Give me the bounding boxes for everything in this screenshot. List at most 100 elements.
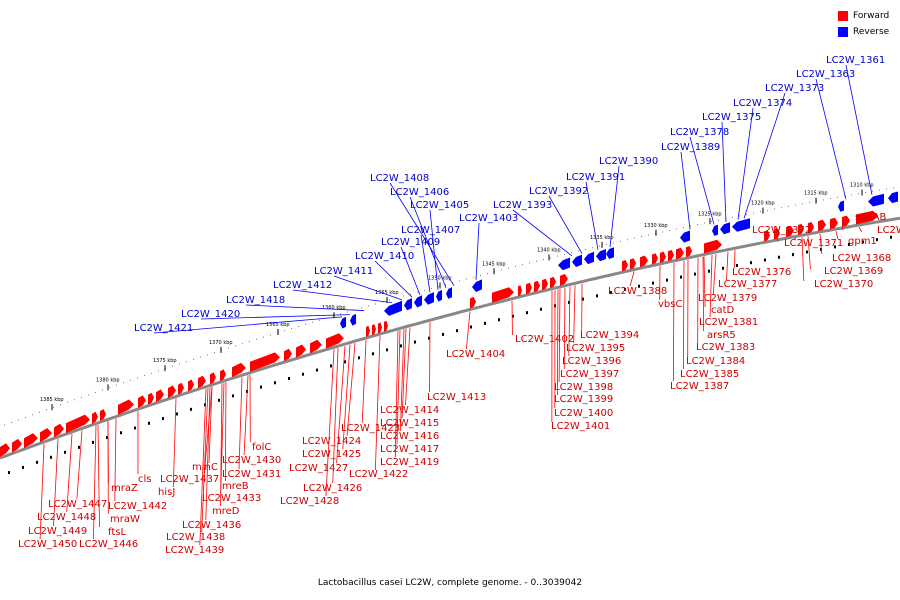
ruler-dot [109,387,110,389]
forward-gene-arrow [798,223,804,235]
forward-gene-arrow [856,210,878,225]
forward-gene-arrow [640,255,648,268]
forward-gene-arrow [138,395,146,409]
gene-leader-line [573,285,576,344]
gene-label: LC2W_1361 [826,55,885,66]
ruler-dot [172,365,173,367]
lower-tick [330,364,332,368]
forward-gene-arrow [92,411,98,424]
ruler-dot [53,406,54,408]
gene-leader-line [845,64,873,195]
reverse-gene-arrow [868,193,884,207]
lower-tick [232,394,234,398]
ruler-dot [487,273,488,275]
gene-label: LC2W_1430 [222,455,281,466]
ruler-dot [67,401,68,403]
lower-tick [106,436,108,440]
forward-gene-labels: LC2W_1366 sdaAB gpm1 LC2W_1368 LC2W_1369 LC2W… [18,212,900,556]
lower-tick [708,269,710,273]
gene-leader-line [683,260,685,370]
gene-label: LC2W_1390 [599,156,658,167]
ruler-dot [431,287,432,289]
ruler-dot [347,311,348,313]
gene-leader-line [568,286,571,357]
ruler-dot [613,242,614,244]
forward-gene-arrow [100,409,106,422]
ruler-dot [361,307,362,309]
ruler-dot [634,237,635,239]
lower-tick [22,465,24,469]
reverse-gene-arrow [572,254,582,267]
ruler-dot [662,231,663,233]
ruler-dot [844,195,845,197]
gene-leader-line [475,222,480,280]
reverse-gene-arrow [888,191,898,204]
lower-tick [358,356,360,360]
lower-tick [498,318,500,322]
ruler-dot [522,264,523,266]
gene-leader-line [819,233,823,255]
lower-tick [764,258,766,262]
gene-label: LC2W_1397 [560,369,619,380]
reverse-gene-labels: LC2W_1361 LC2W_1363 LC2W_1373 LC2W_1374 LC2W… [134,55,885,334]
ruler-dot [543,258,544,260]
forward-gene-arrow [630,258,636,270]
gene-label: LC2W_1447 [48,499,107,510]
gene-label: LC2W_1395 [566,343,625,354]
gene-label: LC2W_1431 [222,469,281,480]
lower-tick [638,284,640,288]
gene-leader-line [292,289,393,304]
ruler-tick-label: 1325 kbp [698,211,722,217]
gene-leader-line [245,304,365,311]
gene-leader-line [225,382,227,482]
ruler-dot [872,190,873,192]
gene-leader-line [609,165,620,248]
ruler-dot [592,247,593,249]
ruler-dot [515,265,516,267]
ruler-tick-label: 1360 kbp [322,305,346,311]
ruler-dot [144,375,145,377]
gene-leader-line [199,388,207,546]
lower-tick [372,352,374,356]
gene-leader-line [712,254,717,295]
gene-label: LC2W_1424 [302,436,361,447]
ruler-dot [207,354,208,356]
reverse-gene-arrow [606,247,614,259]
ruler-dot [760,211,761,213]
ruler-dot [298,325,299,327]
reverse-gene-arrow [340,316,346,329]
gene-label: LC2W_1427 [289,463,348,474]
lower-tick [274,381,276,385]
forward-gene-arrow [622,260,628,272]
gene-label: gpm1 [848,236,877,247]
forward-swatch [838,10,848,21]
reverse-gene-arrow [384,300,402,316]
ruler-dot [193,358,194,360]
gene-leader-line [858,226,863,233]
ruler-dot [830,198,831,200]
ruler-dot [774,208,775,210]
ruler-dot [550,257,551,259]
lower-tick [834,245,836,249]
ruler-dot [291,328,292,330]
gene-leader-line [585,181,599,250]
forward-gene-arrow [676,247,684,260]
ruler-tick-label: 1365 kbp [266,322,290,328]
ruler-tick-label: 1340 kbp [537,248,561,254]
ruler-dot [417,291,418,293]
gene-leader-line [333,275,403,301]
lower-tick [568,300,570,304]
gene-leader-line [466,311,471,350]
gene-label: LC2W_1433 [202,493,261,504]
ruler-dot [893,187,894,189]
forward-gene-arrow [250,352,280,372]
gene-label: LC2W_1394 [580,330,639,341]
gene-leader-line [629,271,635,287]
gene-leader-line [801,237,805,282]
forward-gene-arrow [526,282,532,295]
reverse-gene-arrow [720,222,730,235]
gene-label: LC2W_1389 [661,142,720,153]
ruler-dot [186,361,187,363]
reverse-gene-arrow [558,257,570,271]
gene-leader-line [835,230,839,240]
